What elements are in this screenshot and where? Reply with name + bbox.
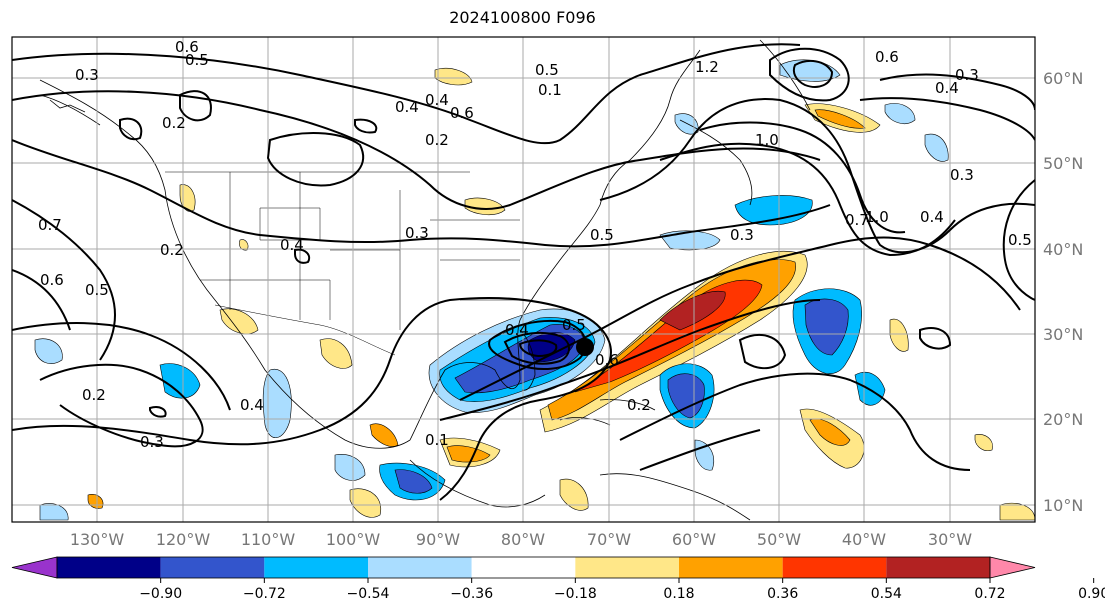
contour-label: 0.6	[450, 104, 474, 122]
contour-label: 0.2	[82, 386, 106, 404]
colorbar-segment	[989, 556, 1036, 579]
contour-label: 1.2	[695, 58, 719, 76]
contour-label: 0.2	[162, 114, 186, 132]
lat-label: 20°N	[1043, 410, 1083, 429]
contour-label: 0.5	[1008, 231, 1032, 249]
contour-label: 0.5	[535, 61, 559, 79]
colorbar-border	[56, 556, 991, 579]
contour-label: 0.1	[425, 431, 449, 449]
contour-label: 0.7	[38, 216, 62, 234]
lon-label: 60°W	[672, 530, 716, 549]
contour-label: 0.4	[395, 98, 419, 116]
colorbar-segment	[57, 557, 161, 578]
lat-label: 60°N	[1043, 69, 1083, 88]
colorbar-tick-label: −0.36	[450, 586, 493, 602]
contour-label: 0.3	[140, 433, 164, 451]
contour-lines	[12, 43, 1035, 501]
contour-label-group: 0.6 0.5 0.3 0.2 0.4 0.4 0.6 0.2 0.5 1.2 …	[38, 38, 1032, 451]
contour-label: 0.3	[730, 226, 754, 244]
contour-label: 0.3	[950, 166, 974, 184]
contour-label: 0.6	[595, 351, 619, 369]
lon-label: 80°W	[501, 530, 545, 549]
map-title: 2024100800 F096	[449, 8, 596, 27]
colorbar-tick-label: 0.54	[871, 586, 902, 602]
contour-label: 0.2	[627, 396, 651, 414]
colorbar-tick-label: 0.90	[1078, 586, 1105, 602]
storm-center-marker	[576, 338, 594, 356]
map-frame	[11, 36, 1036, 523]
lon-label: 50°W	[757, 530, 801, 549]
contour-label: 0.3	[405, 224, 429, 242]
contour-label: 0.5	[85, 281, 109, 299]
contour-label: 0.2	[425, 131, 449, 149]
colorbar-segment	[160, 557, 265, 578]
contour-label: 0.4	[505, 321, 529, 339]
lat-label: 10°N	[1043, 496, 1083, 515]
colorbar-segment	[264, 557, 368, 578]
lon-label: 90°W	[416, 530, 460, 549]
shaded-fields	[34, 59, 1035, 521]
contour-label: 0.3	[955, 66, 979, 84]
latitude-labels: 60°N 50°N 40°N 30°N 20°N 10°N	[1043, 69, 1083, 515]
contour-label: 0.4	[425, 91, 449, 109]
contour-label: 0.4	[240, 396, 264, 414]
contour-label: 0.4	[935, 79, 959, 97]
lon-label: 30°W	[928, 530, 972, 549]
lon-label: 70°W	[587, 530, 631, 549]
lon-label: 110°W	[241, 530, 296, 549]
contour-label: 1.0	[755, 131, 779, 149]
colorbar-segment	[886, 557, 990, 578]
lat-label: 50°N	[1043, 154, 1083, 173]
contour-label: 1.0	[865, 208, 889, 226]
colorbar-tick-label: 0.72	[974, 586, 1005, 602]
colorbar-tick-label: −0.18	[554, 586, 597, 602]
contour-label: 0.6	[875, 48, 899, 66]
contour-label: 0.6	[175, 38, 199, 56]
colorbar-segment	[782, 557, 887, 578]
colorbar: −0.90 −0.72 −0.54 −0.36 −0.18 0.18 0.36 0.54 0.7…	[11, 556, 1105, 602]
lat-label: 30°N	[1043, 325, 1083, 344]
contour-label: 0.5	[590, 226, 614, 244]
contour-label: 0.4	[280, 236, 304, 254]
grid-lines	[12, 37, 1035, 522]
colorbar-tick-label: −0.54	[347, 586, 390, 602]
colorbar-segment	[679, 557, 783, 578]
colorbar-segment	[11, 556, 58, 579]
contour-label: 0.7	[845, 211, 869, 229]
contour-label: 0.4	[920, 208, 944, 226]
colorbar-segment	[471, 557, 576, 578]
contour-label: 0.5	[562, 316, 586, 334]
contour-label: 0.1	[538, 81, 562, 99]
colorbar-tick-label: −0.72	[243, 586, 286, 602]
longitude-labels: 130°W 120°W 110°W 100°W 90°W 80°W 70°W 6…	[70, 530, 972, 549]
contour-label: 0.6	[40, 271, 64, 289]
lon-label: 130°W	[70, 530, 125, 549]
contour-label: 0.2	[160, 241, 184, 259]
lon-label: 120°W	[156, 530, 211, 549]
colorbar-tick-label: 0.18	[663, 586, 694, 602]
lat-label: 40°N	[1043, 240, 1083, 259]
lon-label: 40°W	[842, 530, 886, 549]
contour-label: 0.5	[185, 51, 209, 69]
contour-label: 0.3	[75, 66, 99, 84]
colorbar-tick-label: 0.36	[767, 586, 798, 602]
positive-band-core	[659, 290, 726, 331]
political-borders	[165, 171, 520, 356]
colorbar-tick-label: −0.90	[139, 586, 182, 602]
colorbar-segment	[368, 557, 472, 578]
lon-label: 100°W	[326, 530, 381, 549]
colorbar-segment	[575, 557, 679, 578]
